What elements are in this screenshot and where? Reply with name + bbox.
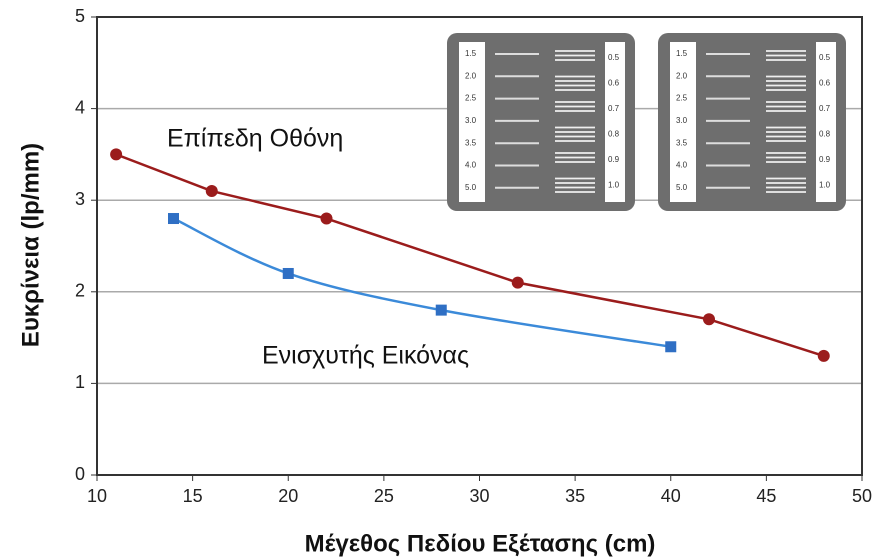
inset-label: 1.5: [676, 49, 688, 58]
x-tick-label: 50: [852, 486, 872, 506]
inset-image: 1.5 2.0 2.5 3.0 3.5 4.0 5.0 0.5 0.6 0.7 0.8 0.9 1.0: [658, 33, 846, 211]
inset-label: 1.0: [819, 181, 831, 190]
y-tick-label: 4: [75, 97, 85, 117]
x-tick-label: 45: [756, 486, 776, 506]
inset-label: 0.5: [819, 53, 831, 62]
point: [282, 267, 294, 279]
inset-label: 0.6: [608, 79, 620, 88]
inset-bg: [447, 33, 635, 211]
point: [205, 185, 218, 198]
inset-label: 0.9: [819, 155, 831, 164]
inset-label: 0.9: [608, 155, 620, 164]
series-label: Ενισχυτής Εικόνας: [262, 342, 469, 370]
series-label: Επίπεδη Οθόνη: [167, 125, 343, 153]
y-axis-label: Ευκρίνεια (lp/mm): [17, 143, 44, 347]
series-line: [172, 217, 671, 348]
inset-label: 4.0: [676, 161, 688, 170]
inset-label: 3.5: [676, 138, 688, 147]
inset-label: 0.6: [819, 79, 831, 88]
inset-label: 2.0: [465, 71, 477, 80]
x-tick-label: 35: [565, 486, 585, 506]
inset-label: 1.0: [608, 181, 620, 190]
inset-label: 0.8: [819, 130, 831, 139]
inset-bg: [658, 33, 846, 211]
inset-col: [670, 42, 696, 202]
point: [703, 313, 715, 326]
y-tick-label: 3: [75, 189, 85, 209]
inset-label: 2.5: [465, 94, 477, 103]
inset-label: 0.8: [608, 130, 620, 139]
inset-col: [816, 42, 836, 202]
x-tick-label: 30: [469, 486, 489, 506]
y-tick-label: 5: [75, 6, 85, 26]
plot-frame: [96, 16, 863, 476]
inset-label: 2.5: [676, 94, 688, 103]
inset-label: 2.0: [676, 71, 688, 80]
inset-label: 4.0: [465, 161, 477, 170]
x-tick-label: 20: [278, 486, 298, 506]
y-tick-label: 2: [75, 281, 85, 301]
inset-image: 1.5 2.0 2.5 3.0 3.5 4.0 5.0 0.5 0.6 0.7 0.8 0.9 1.0: [447, 33, 635, 211]
inset-label: 3.5: [465, 138, 477, 147]
inset-label: 5.0: [465, 183, 477, 192]
point: [435, 304, 447, 316]
y-tick-label: 1: [75, 372, 85, 392]
point: [817, 349, 830, 362]
point: [665, 341, 677, 353]
series-line: [115, 153, 825, 358]
x-tick-label: 40: [661, 486, 681, 506]
point: [511, 276, 524, 289]
inset-col: [605, 42, 625, 202]
y-tick-label: 0: [75, 464, 85, 484]
point: [168, 213, 179, 225]
inset-col: [459, 42, 485, 202]
point: [320, 212, 333, 225]
x-tick-label: 10: [87, 486, 107, 506]
inset-label: 3.0: [676, 116, 688, 125]
inset-label: 0.5: [608, 53, 620, 62]
x-tick-label: 15: [183, 486, 203, 506]
inset-label: 3.0: [465, 116, 477, 125]
x-tick-label: 25: [374, 486, 394, 506]
point: [110, 148, 123, 161]
x-axis-label: Μέγεθος Πεδίου Εξέτασης (cm): [305, 530, 656, 557]
inset-label: 0.7: [819, 104, 831, 113]
inset-label: 5.0: [676, 183, 688, 192]
inset-label: 0.7: [608, 104, 620, 113]
inset-label: 1.5: [465, 49, 477, 58]
